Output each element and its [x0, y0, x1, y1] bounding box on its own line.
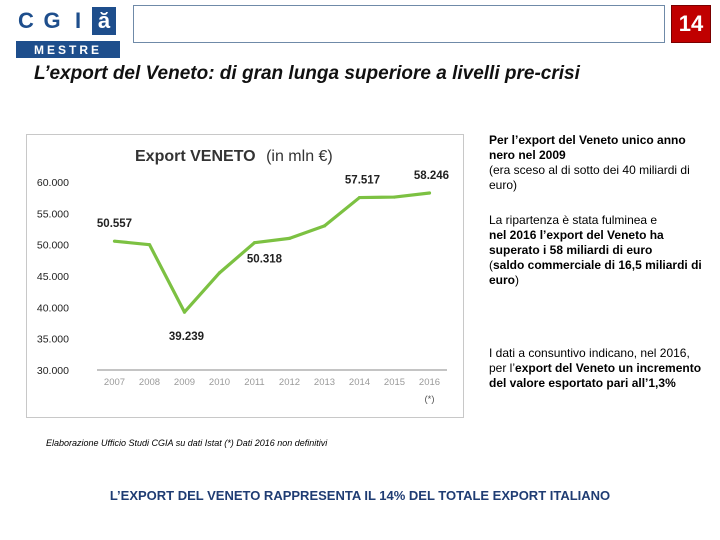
side-p3-bold: export del Veneto un incremento del valo… [489, 361, 702, 390]
x-tick-label: 2012 [279, 377, 300, 388]
y-tick-label: 60.000 [37, 177, 69, 189]
x-tick-label: 2007 [104, 377, 125, 388]
data-point [427, 191, 432, 195]
data-point [392, 195, 397, 199]
data-point [252, 241, 257, 245]
chart-title-rest: (in mln €) [266, 148, 333, 165]
x-tick-label: 2008 [139, 377, 160, 388]
page-number: 14 [671, 5, 711, 43]
y-tick-label: 30.000 [37, 365, 69, 377]
footer-statement: L’EXPORT DEL VENETO RAPPRESENTA IL 14% D… [109, 488, 611, 503]
logo-letter-c: C [14, 7, 38, 35]
data-label: 39.239 [169, 331, 204, 343]
logo-letter-i: I [66, 7, 90, 35]
source-note: Elaborazione Ufficio Studi CGIA su dati … [46, 438, 328, 448]
line-chart: Export VENETO (in mln €) 30.000 35.000 40.… [37, 148, 449, 405]
data-label: 50.557 [97, 218, 132, 230]
y-tick-label: 50.000 [37, 240, 69, 252]
x-tick-label: 2016 [419, 377, 440, 388]
data-point [147, 243, 152, 247]
slide-title: L’export del Veneto: di gran lunga super… [34, 63, 580, 84]
y-tick-label: 55.000 [37, 208, 69, 220]
chart-title: Export VENETO (in mln €) [135, 148, 333, 165]
side-p1-bold: Per l’export del Veneto unico anno nero … [489, 133, 686, 162]
data-point [322, 224, 327, 228]
logo-subtitle: MESTRE [16, 41, 120, 58]
x-tick-label: 2009 [174, 377, 195, 388]
chart-frame: Export VENETO (in mln €) 30.000 35.000 40.… [26, 134, 464, 418]
data-point [182, 310, 187, 314]
side-p2-paren-close: ) [515, 273, 520, 287]
data-label: 57.517 [345, 175, 380, 187]
y-tick-label: 35.000 [37, 334, 69, 346]
side-p2-intro: La ripartenza è stata fulminea e [489, 213, 658, 227]
side-paragraph-3: I dati a consuntivo indicano, nel 2016, … [489, 346, 707, 391]
cgia-logo: C G I ă MESTRE [14, 7, 120, 58]
y-tick-label: 40.000 [37, 302, 69, 314]
x-tick-suffix: (*) [424, 394, 434, 405]
x-tick-label: 2015 [384, 377, 405, 388]
data-label: 58.246 [414, 170, 449, 182]
side-p2-saldo: saldo commerciale di 16,5 miliardi di eu… [489, 258, 702, 287]
side-p1-note: (era sceso al di sotto dei 40 miliardi d… [489, 163, 690, 192]
data-point [112, 239, 117, 243]
logo-letter-a: ă [92, 7, 116, 35]
x-tick-label: 2010 [209, 377, 230, 388]
side-p2-paren-open: ( [489, 258, 493, 272]
x-tick-label: 2014 [349, 377, 370, 388]
side-p3-intro: I dati a consuntivo indicano, nel 2016, … [489, 346, 690, 375]
side-paragraph-1: Per l’export del Veneto unico anno nero … [489, 133, 707, 193]
logo-letter-g: G [40, 7, 64, 35]
data-point [217, 271, 222, 275]
x-tick-label: 2011 [244, 377, 264, 388]
chart-title-bold: Export VENETO [135, 148, 256, 165]
side-p2-bold: nel 2016 l’export del Veneto ha superato… [489, 228, 664, 257]
series-line [114, 191, 430, 314]
data-point [357, 195, 362, 200]
header-box [133, 5, 665, 43]
y-tick-label: 45.000 [37, 271, 69, 283]
data-label: 50.318 [247, 254, 283, 266]
side-paragraph-2: La ripartenza è stata fulminea e nel 201… [489, 213, 707, 288]
data-point [287, 236, 292, 240]
x-tick-label: 2013 [314, 377, 335, 388]
